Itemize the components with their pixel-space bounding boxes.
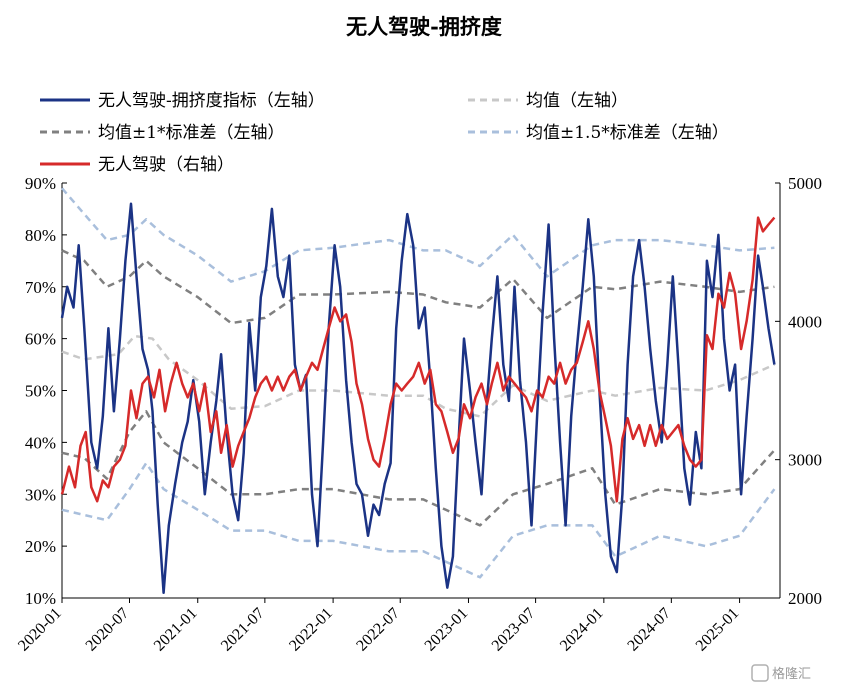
x-tick-label: 2023-07	[489, 605, 539, 655]
y-left-tick-label: 60%	[25, 330, 56, 349]
y-right-tick-label: 5000	[788, 174, 822, 193]
x-tick-label: 2021-01	[151, 605, 201, 655]
series-line	[60, 202, 776, 595]
series-line	[61, 461, 776, 579]
watermark-logo-icon	[751, 664, 769, 682]
x-tick-label: 2024-01	[557, 605, 607, 655]
y-left-tick-label: 30%	[25, 485, 56, 504]
y-left-tick-label: 40%	[25, 433, 56, 452]
axes	[61, 182, 781, 603]
x-tick-label: 2023-01	[422, 605, 472, 655]
series-line	[61, 249, 775, 325]
y-left-tick-label: 10%	[25, 589, 56, 608]
x-tick-label: 2025-01	[693, 605, 743, 655]
y-right-tick-label: 3000	[788, 451, 822, 470]
y-left-tick-label: 80%	[25, 226, 56, 245]
x-tick-label: 2021-07	[218, 605, 268, 655]
legend-label: 均值±1.5*标准差（左轴）	[526, 123, 729, 143]
x-tick-label: 2020-01	[15, 605, 65, 655]
legend-label: 无人驾驶-拥挤度指标（左轴）	[98, 91, 325, 111]
legend-label: 无人驾驶（右轴）	[98, 155, 234, 175]
x-tick-label: 2022-07	[353, 605, 403, 655]
x-tick-label: 2022-01	[286, 605, 336, 655]
y-right-tick-label: 2000	[788, 589, 822, 608]
watermark-text: 格隆汇	[772, 666, 811, 682]
y-left-tick-label: 90%	[25, 174, 56, 193]
series-line	[61, 187, 775, 283]
legend-label: 均值±1*标准差（左轴）	[98, 123, 285, 143]
series-line	[60, 216, 776, 503]
chart-title: 无人驾驶-拥挤度	[346, 14, 502, 39]
series-line	[61, 410, 776, 527]
x-tick-label: 2024-07	[624, 605, 674, 655]
legend: 无人驾驶-拥挤度指标（左轴） 均值（左轴） 均值±1*标准差（左轴） 均值±1.5*标…	[40, 91, 729, 175]
y-left-tick-label: 70%	[25, 278, 56, 297]
y-left-tick-label: 50%	[25, 382, 56, 401]
series-layer	[60, 187, 776, 595]
legend-label: 均值（左轴）	[526, 91, 628, 111]
y-left-tick-label: 20%	[25, 537, 56, 556]
x-tick-label: 2020-07	[83, 605, 133, 655]
y-right-tick-label: 4000	[788, 312, 822, 331]
watermark: 格隆汇	[751, 664, 811, 682]
